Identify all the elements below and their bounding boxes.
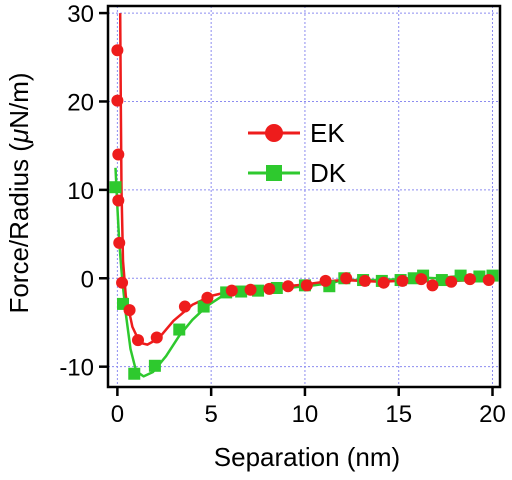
point-ek-23 [445, 275, 458, 288]
y-tick-label-2: 10 [67, 178, 94, 205]
legend-marker-ek [265, 124, 283, 142]
legend: EK DK [248, 118, 347, 188]
x-axis-title: Separation (nm) [214, 442, 400, 472]
point-ek-5 [116, 276, 129, 289]
point-ek-3 [112, 194, 125, 207]
point-ek-11 [225, 284, 238, 297]
point-dk-3 [148, 359, 161, 372]
point-ek-6 [123, 304, 136, 317]
fit-lines [114, 13, 493, 378]
y-tick-label-1: 0 [81, 266, 94, 293]
point-ek-7 [132, 334, 145, 347]
axis-ticks: 0 5 10 15 20 -10 0 10 20 30 [59, 1, 506, 428]
point-ek-13 [263, 282, 276, 295]
point-ek-0 [111, 44, 124, 57]
y-tick-label-4: 30 [67, 1, 94, 28]
y-axis-title-suffix: N/m) [4, 72, 34, 128]
point-ek-4 [113, 236, 126, 249]
grid [108, 6, 500, 387]
point-ek-22 [426, 279, 439, 292]
x-tick-label-3: 15 [385, 401, 412, 428]
series-line-dk [114, 167, 493, 378]
x-tick-label-0: 0 [111, 401, 124, 428]
point-dk-18 [435, 274, 448, 287]
x-tick-label-4: 20 [479, 401, 506, 428]
y-axis-title-mu: μ [4, 129, 34, 144]
legend-label-ek: EK [310, 118, 345, 148]
series-line-ek [118, 13, 493, 346]
point-ek-2 [112, 148, 125, 161]
y-tick-label-0: -10 [59, 355, 94, 382]
point-ek-14 [282, 280, 295, 293]
point-ek-9 [178, 300, 191, 313]
y-axis-title-prefix: Force/Radius ( [4, 143, 34, 314]
point-ek-12 [244, 283, 257, 296]
x-tick-label-1: 5 [204, 401, 217, 428]
point-ek-16 [319, 274, 332, 287]
point-ek-25 [482, 274, 495, 287]
point-ek-10 [201, 291, 214, 304]
point-ek-19 [377, 276, 390, 289]
point-ek-21 [415, 273, 428, 286]
point-ek-8 [150, 331, 163, 344]
point-ek-18 [358, 274, 371, 287]
y-axis-title: Force/Radius (μN/m) [4, 72, 34, 313]
point-dk-7 [235, 285, 248, 298]
point-ek-15 [300, 279, 313, 292]
point-dk-20 [473, 270, 486, 283]
x-tick-label-2: 10 [292, 401, 319, 428]
point-dk-0 [109, 181, 122, 194]
point-ek-24 [463, 273, 476, 286]
point-ek-17 [340, 272, 353, 285]
point-dk-19 [454, 269, 467, 282]
y-tick-label-3: 20 [67, 89, 94, 116]
legend-label-dk: DK [310, 158, 347, 188]
point-dk-4 [173, 323, 186, 336]
point-dk-2 [128, 367, 141, 380]
data-markers [109, 44, 499, 380]
point-ek-20 [396, 274, 409, 287]
point-ek-1 [111, 94, 124, 107]
legend-marker-dk [266, 165, 282, 181]
